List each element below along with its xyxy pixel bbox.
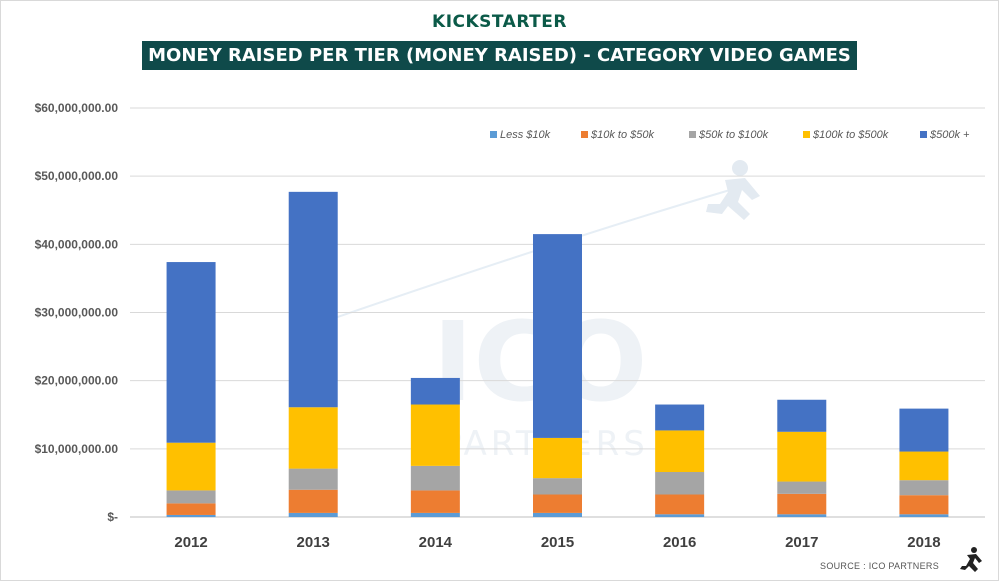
- bar-segment: [166, 442, 216, 491]
- x-tick-label: 2012: [174, 534, 207, 551]
- bar-segment: [410, 377, 460, 405]
- x-tick-label: 2017: [785, 534, 818, 551]
- x-tick-label: 2016: [663, 534, 696, 551]
- y-tick-label: $30,000,000.00: [35, 306, 119, 320]
- chart-title: MONEY RAISED PER TIER (MONEY RAISED) - C…: [142, 41, 857, 70]
- bar-segment: [655, 514, 705, 517]
- bar-segment: [533, 437, 582, 479]
- bar-segment: [533, 234, 582, 438]
- legend-label: $50k to $100k: [698, 129, 769, 141]
- legend-swatch: [803, 131, 810, 138]
- x-tick-label: 2014: [419, 534, 453, 551]
- bar-segment: [777, 481, 827, 494]
- y-axis: $- $10,000,000.00 $20,000,000.00 $30,000,00…: [35, 101, 119, 524]
- bar-segment: [533, 512, 582, 517]
- legend-swatch: [581, 131, 588, 138]
- bar-segment: [166, 490, 216, 504]
- y-tick-label: $40,000,000.00: [35, 237, 119, 251]
- bar-segment: [777, 493, 827, 515]
- legend-swatch: [920, 131, 927, 138]
- bar-segment: [899, 451, 949, 481]
- bars: [166, 191, 949, 517]
- bar-segment: [533, 494, 582, 513]
- y-tick-label: $20,000,000.00: [35, 374, 119, 388]
- bar-segment: [899, 495, 949, 515]
- title-wrap: MONEY RAISED PER TIER (MONEY RAISED) - C…: [0, 41, 999, 70]
- bar-segment: [777, 431, 827, 482]
- bar-segment: [288, 489, 338, 513]
- legend: Less $10k $10k to $50k $50k to $100k $100k …: [490, 129, 970, 141]
- y-tick-label: $50,000,000.00: [35, 169, 119, 183]
- bar-segment: [410, 512, 460, 517]
- bar-segment: [410, 490, 460, 513]
- y-tick-label: $10,000,000.00: [35, 442, 119, 456]
- ico-logo-icon: [960, 547, 982, 572]
- bar-segment: [655, 472, 705, 495]
- bar-segment: [533, 478, 582, 495]
- legend-label: $10k to $50k: [590, 129, 654, 141]
- legend-label: $500k +: [929, 129, 970, 141]
- legend-swatch: [490, 131, 497, 138]
- bar-segment: [166, 262, 216, 443]
- bar-segment: [899, 480, 949, 496]
- x-axis: 2012 2013 2014 2015 2016 2017 2018: [174, 534, 940, 551]
- legend-swatch: [689, 131, 696, 138]
- bar-segment: [655, 404, 705, 431]
- bar-segment: [655, 494, 705, 515]
- bar-segment: [777, 514, 827, 517]
- x-tick-label: 2018: [907, 534, 940, 551]
- bar-segment: [410, 404, 460, 466]
- bar-segment: [288, 512, 338, 517]
- x-tick-label: 2015: [541, 534, 574, 551]
- source-label: SOURCE : ICO PARTNERS: [820, 561, 939, 571]
- legend-label: $100k to $500k: [812, 129, 889, 141]
- legend-label: Less $10k: [500, 129, 551, 141]
- bar-segment: [288, 191, 338, 408]
- bar-segment: [410, 465, 460, 491]
- bar-segment: [166, 503, 216, 515]
- kickstarter-logo: KICKSTARTER: [432, 12, 567, 32]
- bar-segment: [288, 407, 338, 469]
- y-tick-label: $-: [107, 510, 118, 524]
- x-tick-label: 2013: [297, 534, 330, 551]
- runner-icon: [706, 160, 760, 220]
- bar-segment: [288, 468, 338, 490]
- y-tick-label: $60,000,000.00: [35, 101, 119, 115]
- bar-segment: [777, 399, 827, 432]
- bar-segment: [166, 514, 216, 517]
- bar-segment: [899, 514, 949, 517]
- bar-segment: [655, 430, 705, 473]
- bar-segment: [899, 408, 949, 452]
